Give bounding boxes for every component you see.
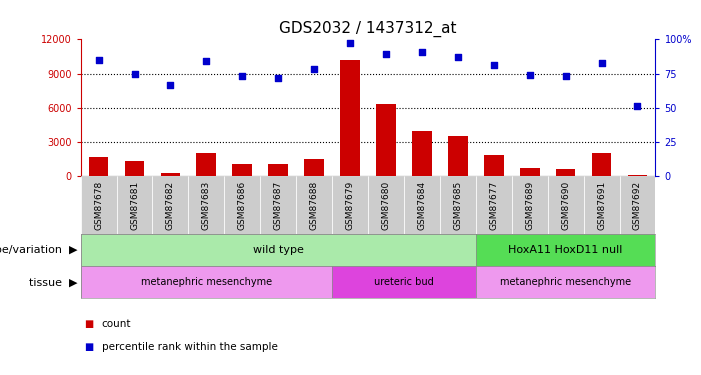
Text: ureteric bud: ureteric bud — [374, 277, 434, 287]
Bar — [81, 234, 476, 266]
Bar — [224, 176, 260, 234]
Bar — [332, 266, 476, 298]
Point — [524, 72, 536, 78]
Bar — [153, 176, 189, 234]
Point — [165, 81, 176, 87]
Text: GSM87683: GSM87683 — [202, 181, 211, 230]
Text: GSM87688: GSM87688 — [310, 181, 319, 230]
Bar — [592, 153, 611, 176]
Point — [452, 54, 463, 60]
Bar — [125, 161, 144, 176]
Bar — [620, 176, 655, 234]
Point — [596, 60, 607, 66]
Bar — [376, 104, 396, 176]
Text: GSM87692: GSM87692 — [633, 181, 642, 230]
Bar — [233, 164, 252, 176]
Bar — [81, 176, 116, 234]
Text: GSM87685: GSM87685 — [454, 181, 463, 230]
Bar — [368, 176, 404, 234]
Title: GDS2032 / 1437312_at: GDS2032 / 1437312_at — [279, 20, 457, 37]
Bar — [412, 130, 432, 176]
Bar — [520, 168, 540, 176]
Point — [560, 74, 571, 80]
Bar — [297, 176, 332, 234]
Bar — [583, 176, 620, 234]
Bar — [476, 176, 512, 234]
Text: ■: ■ — [84, 342, 93, 352]
Bar — [556, 170, 576, 176]
Bar — [476, 234, 655, 266]
Bar — [161, 173, 180, 176]
Text: GSM87684: GSM87684 — [417, 181, 426, 230]
Text: GSM87682: GSM87682 — [166, 181, 175, 230]
Text: percentile rank within the sample: percentile rank within the sample — [102, 342, 278, 352]
Bar — [627, 174, 647, 176]
Bar — [189, 176, 224, 234]
Text: HoxA11 HoxD11 null: HoxA11 HoxD11 null — [508, 245, 622, 255]
Bar — [268, 164, 288, 176]
Bar — [484, 154, 503, 176]
Text: GSM87678: GSM87678 — [94, 181, 103, 230]
Text: GSM87690: GSM87690 — [561, 181, 570, 230]
Bar — [81, 266, 332, 298]
Bar — [448, 136, 468, 176]
Point — [200, 58, 212, 64]
Bar — [260, 176, 297, 234]
Text: GSM87689: GSM87689 — [525, 181, 534, 230]
Point — [488, 62, 499, 68]
Point — [381, 51, 392, 57]
Text: GSM87680: GSM87680 — [381, 181, 390, 230]
Bar — [512, 176, 547, 234]
Bar — [476, 266, 655, 298]
Point — [308, 66, 320, 72]
Text: metanephric mesenchyme: metanephric mesenchyme — [500, 277, 631, 287]
Bar — [89, 157, 109, 176]
Text: wild type: wild type — [253, 245, 304, 255]
Bar — [440, 176, 476, 234]
Bar — [196, 153, 216, 176]
Text: genotype/variation  ▶: genotype/variation ▶ — [0, 245, 77, 255]
Text: GSM87679: GSM87679 — [346, 181, 355, 230]
Point — [416, 49, 428, 55]
Text: tissue  ▶: tissue ▶ — [29, 277, 77, 287]
Text: GSM87677: GSM87677 — [489, 181, 498, 230]
Bar — [404, 176, 440, 234]
Bar — [340, 60, 360, 176]
Point — [129, 70, 140, 76]
Point — [344, 40, 355, 46]
Text: GSM87686: GSM87686 — [238, 181, 247, 230]
Text: count: count — [102, 320, 131, 329]
Text: GSM87687: GSM87687 — [273, 181, 283, 230]
Bar — [547, 176, 583, 234]
Text: GSM87681: GSM87681 — [130, 181, 139, 230]
Text: ■: ■ — [84, 320, 93, 329]
Bar — [116, 176, 153, 234]
Text: GSM87691: GSM87691 — [597, 181, 606, 230]
Bar — [332, 176, 368, 234]
Point — [237, 74, 248, 80]
Point — [93, 57, 104, 63]
Point — [273, 75, 284, 81]
Bar — [304, 159, 324, 176]
Point — [632, 104, 643, 110]
Text: metanephric mesenchyme: metanephric mesenchyme — [141, 277, 272, 287]
